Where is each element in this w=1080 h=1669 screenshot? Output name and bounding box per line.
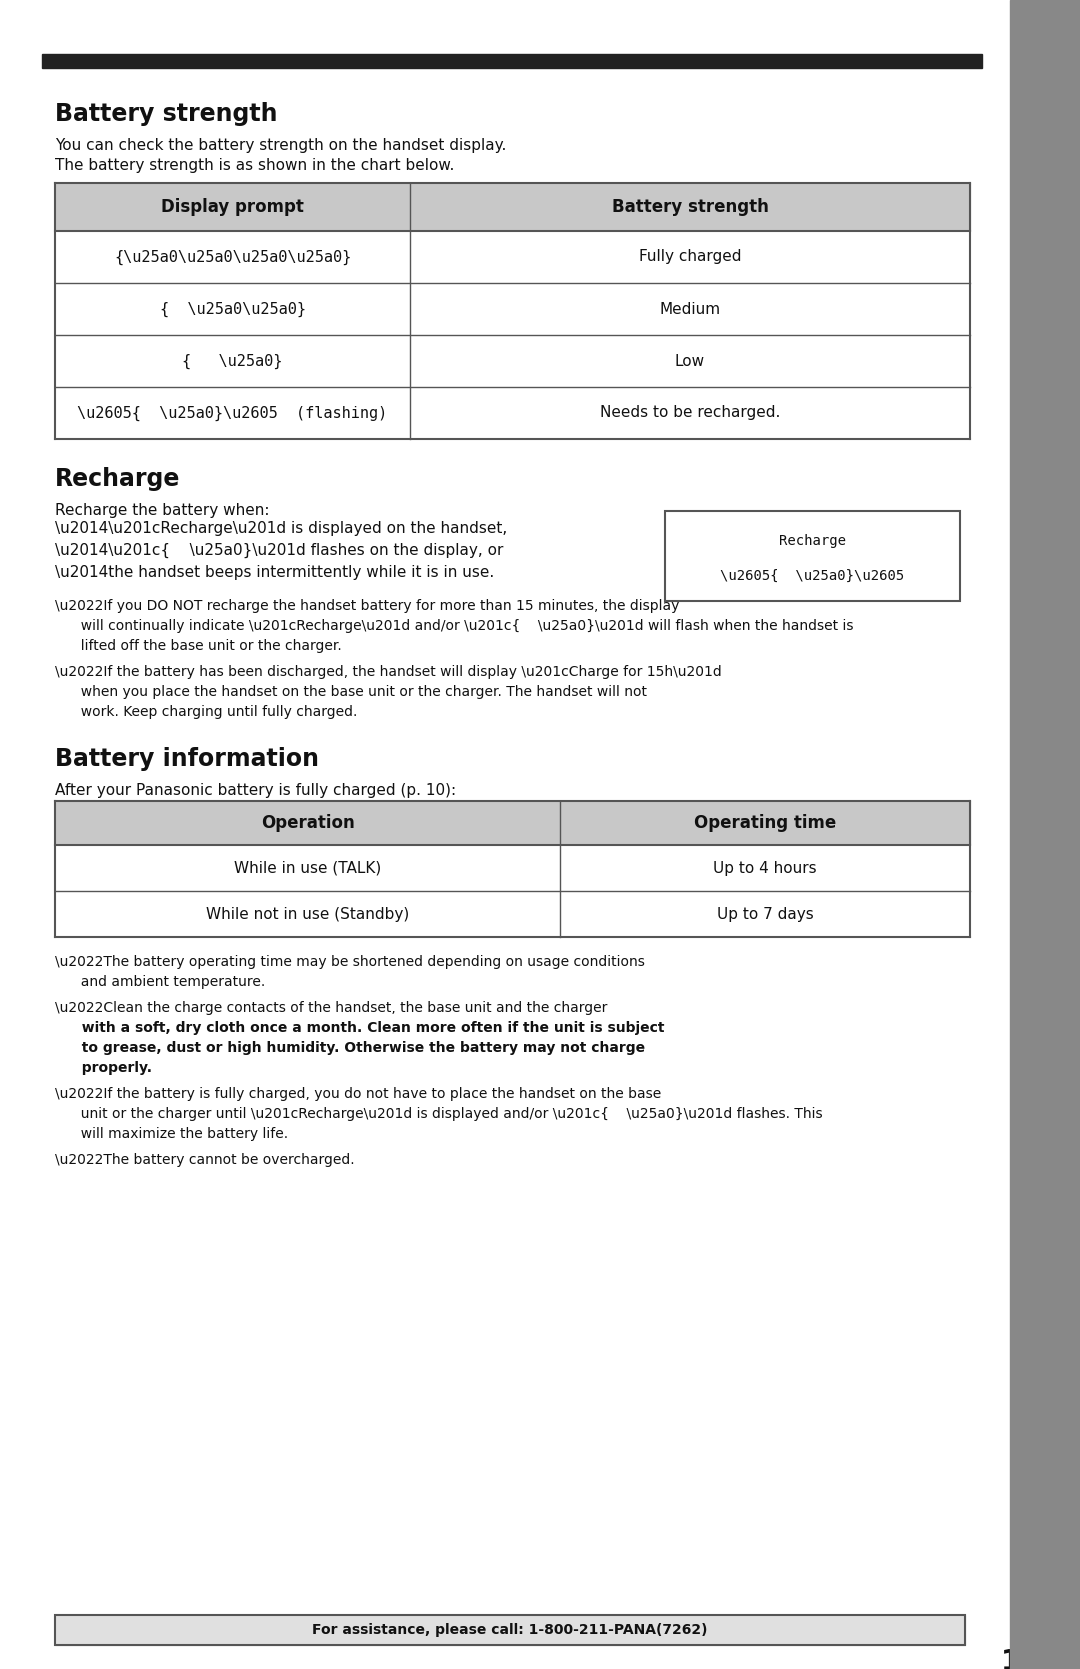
- Bar: [1010, 0, 1080, 1669]
- Bar: [55, 801, 970, 845]
- Bar: [55, 335, 970, 387]
- Text: Recharge: Recharge: [55, 467, 180, 491]
- Text: The battery strength is as shown in the chart below.: The battery strength is as shown in the …: [55, 159, 455, 174]
- Text: and ambient temperature.: and ambient temperature.: [72, 975, 266, 990]
- Text: to grease, dust or high humidity. Otherwise the battery may not charge: to grease, dust or high humidity. Otherw…: [72, 1041, 645, 1055]
- Text: will maximize the battery life.: will maximize the battery life.: [72, 1127, 288, 1142]
- Text: \u2014\u201c{    \u25a0}\u201d flashes on the display, or: \u2014\u201c{ \u25a0}\u201d flashes on t…: [55, 542, 503, 557]
- Text: \u2014the handset beeps intermittently while it is in use.: \u2014the handset beeps intermittently w…: [55, 566, 495, 581]
- Text: \u2014\u201cRecharge\u201d is displayed on the handset,: \u2014\u201cRecharge\u201d is displayed …: [55, 521, 508, 536]
- Text: You can check the battery strength on the handset display.: You can check the battery strength on th…: [55, 139, 507, 154]
- Text: \u2022If you DO NOT recharge the handset battery for more than 15 minutes, the d: \u2022If you DO NOT recharge the handset…: [55, 599, 679, 613]
- Bar: [55, 184, 970, 230]
- Text: Needs to be recharged.: Needs to be recharged.: [599, 406, 780, 421]
- Bar: [42, 53, 982, 68]
- Text: \u2022The battery operating time may be shortened depending on usage conditions: \u2022The battery operating time may be …: [55, 955, 645, 970]
- Bar: [55, 1616, 966, 1646]
- Text: work. Keep charging until fully charged.: work. Keep charging until fully charged.: [72, 704, 357, 719]
- Text: when you place the handset on the base unit or the charger. The handset will not: when you place the handset on the base u…: [72, 684, 647, 699]
- Text: Operating time: Operating time: [693, 814, 836, 833]
- Text: {\u25a0\u25a0\u25a0\u25a0}: {\u25a0\u25a0\u25a0\u25a0}: [113, 249, 351, 265]
- Bar: [55, 284, 970, 335]
- Text: \u2022If the battery is fully charged, you do not have to place the handset on t: \u2022If the battery is fully charged, y…: [55, 1087, 661, 1102]
- Text: 11: 11: [1001, 1647, 1039, 1669]
- Text: Medium: Medium: [660, 302, 720, 317]
- Text: Up to 4 hours: Up to 4 hours: [713, 861, 816, 876]
- Text: unit or the charger until \u201cRecharge\u201d is displayed and/or \u201c{    \u: unit or the charger until \u201cRecharge…: [72, 1107, 823, 1122]
- Text: Up to 7 days: Up to 7 days: [717, 906, 813, 921]
- Text: Battery strength: Battery strength: [611, 199, 769, 215]
- Text: After your Panasonic battery is fully charged (p. 10):: After your Panasonic battery is fully ch…: [55, 783, 456, 798]
- Text: will continually indicate \u201cRecharge\u201d and/or \u201c{    \u25a0}\u201d w: will continually indicate \u201cRecharge…: [72, 619, 853, 633]
- Text: While not in use (Standby): While not in use (Standby): [206, 906, 409, 921]
- Text: Display prompt: Display prompt: [161, 199, 303, 215]
- Text: {  \u25a0\u25a0}: { \u25a0\u25a0}: [160, 302, 306, 317]
- Bar: [55, 891, 970, 936]
- Text: For assistance, please call: 1-800-211-PANA(7262): For assistance, please call: 1-800-211-P…: [312, 1622, 707, 1637]
- Bar: [55, 230, 970, 284]
- Text: lifted off the base unit or the charger.: lifted off the base unit or the charger.: [72, 639, 341, 653]
- Text: Recharge the battery when:: Recharge the battery when:: [55, 502, 270, 517]
- Text: \u2022If the battery has been discharged, the handset will display \u201cCharge : \u2022If the battery has been discharged…: [55, 664, 721, 679]
- Text: While in use (TALK): While in use (TALK): [234, 861, 381, 876]
- Text: Battery information: Battery information: [55, 748, 319, 771]
- Text: \u2022Clean the charge contacts of the handset, the base unit and the charger: \u2022Clean the charge contacts of the h…: [55, 1001, 607, 1015]
- Text: Preparation: Preparation: [1038, 429, 1053, 531]
- Bar: [665, 511, 960, 601]
- Bar: [55, 845, 970, 891]
- Text: Recharge: Recharge: [779, 534, 846, 547]
- Text: Operation: Operation: [260, 814, 354, 833]
- Text: \u2022The battery cannot be overcharged.: \u2022The battery cannot be overcharged.: [55, 1153, 354, 1167]
- Text: Fully charged: Fully charged: [638, 249, 741, 264]
- Text: with a soft, dry cloth once a month. Clean more often if the unit is subject: with a soft, dry cloth once a month. Cle…: [72, 1021, 664, 1035]
- Text: {   \u25a0}: { \u25a0}: [183, 354, 283, 369]
- Text: Low: Low: [675, 354, 705, 369]
- Text: \u2605{  \u25a0}\u2605: \u2605{ \u25a0}\u2605: [720, 569, 905, 582]
- Bar: [55, 387, 970, 439]
- Text: Battery strength: Battery strength: [55, 102, 278, 125]
- Text: \u2605{  \u25a0}\u2605  (flashing): \u2605{ \u25a0}\u2605 (flashing): [78, 406, 388, 421]
- Text: properly.: properly.: [72, 1061, 152, 1075]
